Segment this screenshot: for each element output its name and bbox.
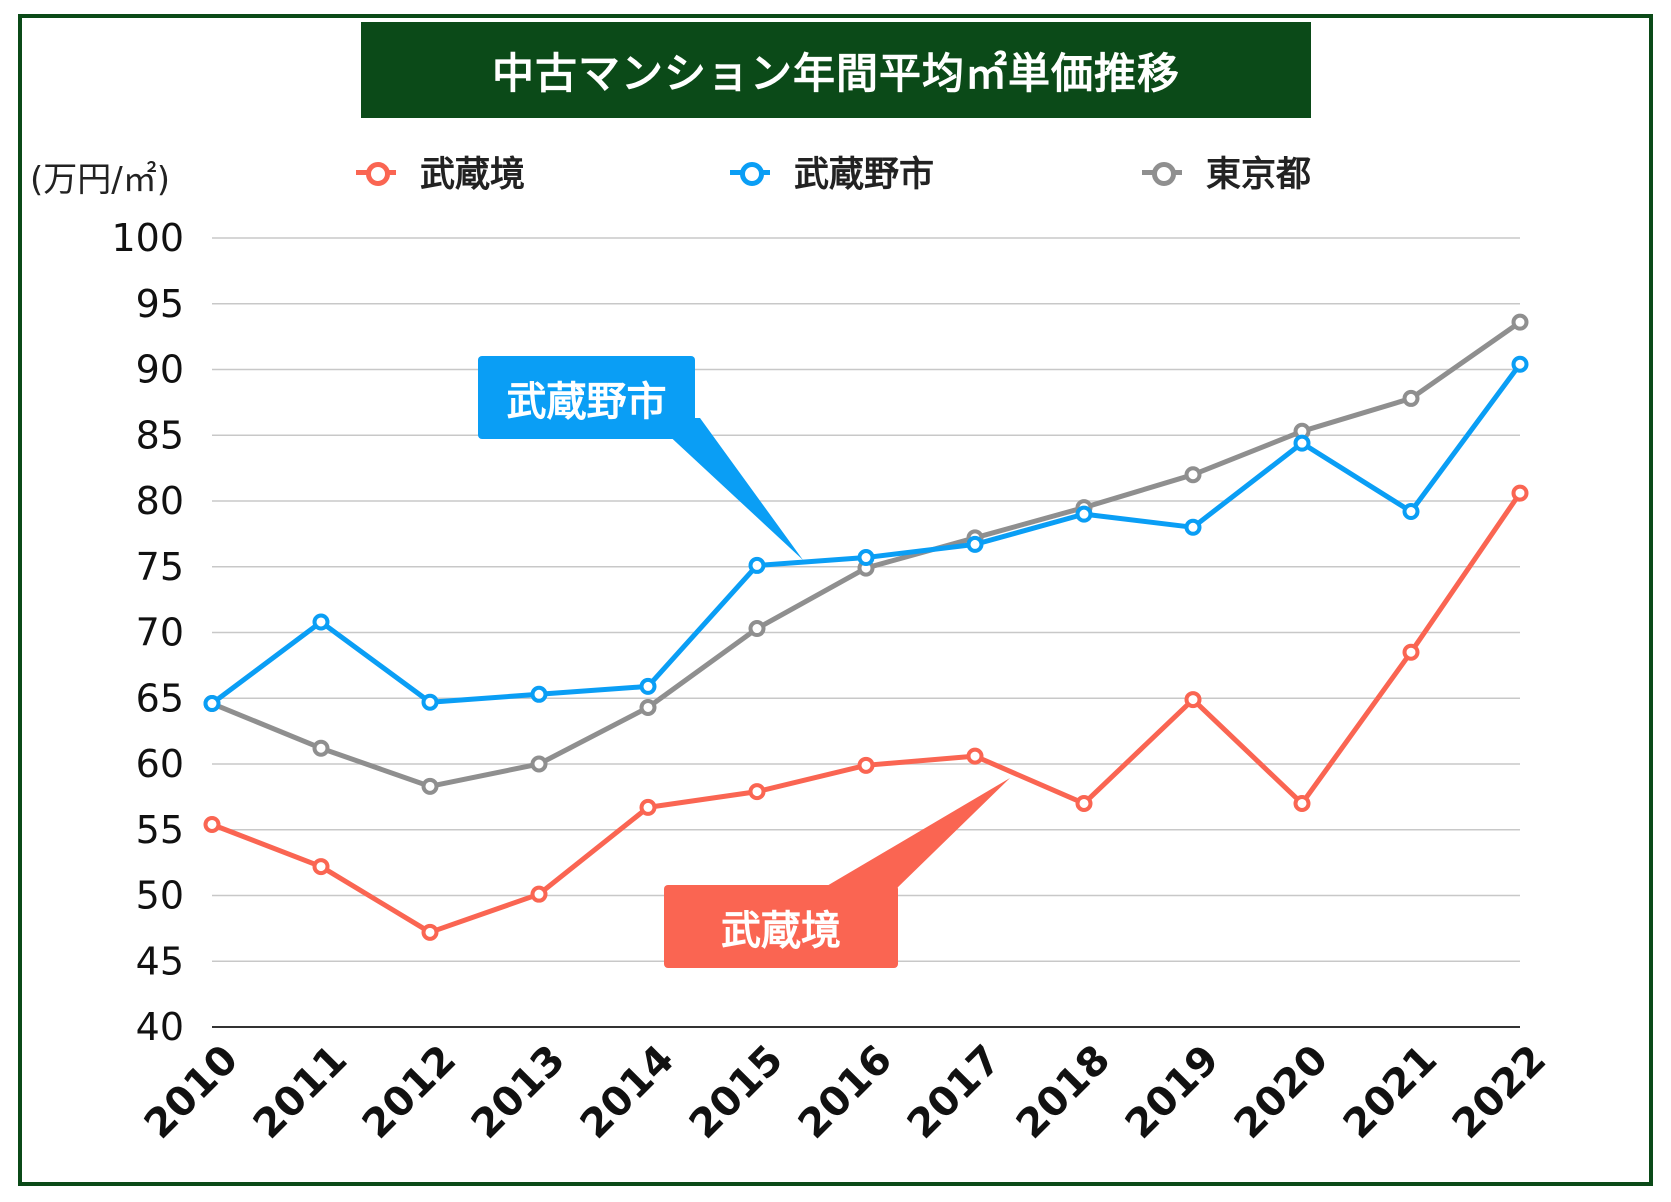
chart-title: 中古マンション年間平均㎡単価推移 [361,22,1311,118]
data-point [530,685,548,703]
x-tick-label: 2016 [790,1037,901,1148]
legend-label-musashino: 武蔵野市 [794,155,935,195]
data-point [1402,389,1420,407]
data-point [639,798,657,816]
y-tick-label: 60 [136,742,184,786]
series-lines [203,313,1529,941]
data-point [1511,484,1529,502]
y-tick-label: 80 [136,479,184,523]
chart-frame [18,14,1653,1186]
data-point [312,613,330,631]
callout-musashino: 武蔵野市 [478,356,695,439]
x-tick-label: 2022 [1444,1037,1555,1148]
x-axis-ticks: 2010201120122013201420152016201720182019… [136,1037,1555,1148]
data-point [203,695,221,713]
legend-item-tokyo: 東京都 [1142,146,1311,197]
x-tick-label: 2019 [1117,1037,1228,1148]
data-point [1184,691,1202,709]
data-point [639,677,657,695]
x-tick-label: 2015 [681,1037,792,1148]
data-point [530,885,548,903]
y-tick-label: 55 [136,808,184,852]
data-point [1075,505,1093,523]
data-point [1293,434,1311,452]
data-point [1075,794,1093,812]
data-point [966,747,984,765]
data-point [857,756,875,774]
x-tick-label: 2021 [1335,1037,1446,1148]
y-tick-label: 65 [136,676,184,720]
x-tick-label: 2014 [572,1037,683,1148]
series-line-1 [210,362,1523,706]
data-point [1402,503,1420,521]
data-point [1293,794,1311,812]
y-tick-label: 85 [136,413,184,457]
data-point [857,549,875,567]
y-axis-unit-label: (万円/㎡) [30,160,170,200]
y-tick-label: 100 [111,216,184,260]
x-tick-label: 2012 [354,1037,465,1148]
data-point [1402,643,1420,661]
y-tick-label: 95 [136,282,184,326]
series-0 [203,484,1529,941]
data-point [966,535,984,553]
data-point [1511,313,1529,331]
legend-marker-tokyo-icon [1142,159,1182,186]
data-point [421,923,439,941]
data-point [748,620,766,638]
x-tick-label: 2018 [1008,1037,1119,1148]
series-1 [203,355,1529,713]
x-tick-label: 2020 [1226,1037,1337,1148]
y-axis-ticks: 40 45 50 55 60 65 70 75 80 85 90 95 100 [111,216,184,1049]
data-point [748,783,766,801]
data-point [421,777,439,795]
legend-label-tokyo: 東京都 [1206,155,1312,195]
callout-pointer-musashino [650,418,803,560]
legend-item-musashino: 武蔵野市 [730,146,934,197]
callout-musashisakai: 武蔵境 [664,885,898,968]
legend-item-musashisakai: 武蔵境 [356,146,525,197]
data-point [530,755,548,773]
data-point [1511,355,1529,373]
legend-label-musashisakai: 武蔵境 [420,155,526,195]
data-point [748,556,766,574]
y-tick-label: 70 [136,611,184,655]
data-point [1184,466,1202,484]
y-tick-label: 75 [136,545,184,589]
data-point [312,858,330,876]
data-point [1184,518,1202,536]
x-tick-label: 2013 [463,1037,574,1148]
y-tick-label: 45 [136,939,184,983]
legend-marker-musashisakai-icon [356,159,396,186]
y-tick-label: 40 [136,1005,184,1049]
data-point [639,698,657,716]
data-point [203,815,221,833]
x-tick-label: 2017 [899,1037,1010,1148]
y-tick-label: 90 [136,348,184,392]
y-tick-label: 50 [136,874,184,918]
legend-marker-musashino-icon [730,159,770,186]
data-point [312,739,330,757]
data-point [421,693,439,711]
x-tick-label: 2010 [136,1037,247,1148]
x-tick-label: 2011 [245,1037,356,1148]
callout-pointer-musashisakai [820,778,1010,890]
